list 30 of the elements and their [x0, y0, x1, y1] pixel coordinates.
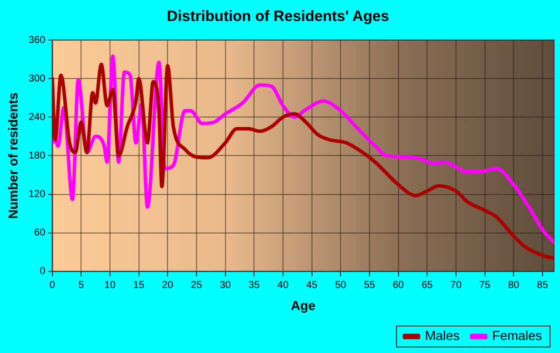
x-tick-label: 75: [479, 280, 491, 292]
x-tick-label: 80: [508, 280, 520, 292]
x-tick-label: 55: [364, 280, 376, 292]
x-tick-label: 65: [422, 280, 434, 292]
x-axis-title: Age: [290, 298, 316, 313]
x-tick-label: 15: [133, 280, 145, 292]
x-tick-label: 0: [50, 280, 56, 292]
y-axis-title: Number of residents: [5, 92, 20, 219]
x-tick-label: 20: [162, 280, 174, 292]
x-tick-label: 40: [277, 280, 289, 292]
x-tick-label: 70: [450, 280, 462, 292]
x-tick-label: 85: [536, 280, 548, 292]
legend-label: Males: [424, 328, 460, 344]
x-tick-label: 45: [306, 280, 318, 292]
x-tick-label: 25: [190, 280, 202, 292]
x-tick-label: 10: [104, 280, 116, 292]
x-tick-label: 60: [392, 280, 404, 292]
chart-title: Distribution of Residents' Ages: [166, 8, 390, 26]
y-tick-label: 180: [28, 150, 46, 162]
x-tick-label: 50: [335, 280, 347, 292]
legend-label: Females: [492, 328, 542, 344]
x-tick-label: 5: [78, 280, 84, 292]
y-tick-label: 60: [34, 228, 46, 239]
y-tick-label: 120: [28, 189, 46, 200]
y-tick-label: 240: [28, 112, 46, 123]
y-tick-label: 360: [28, 34, 46, 46]
x-tick-label: 30: [220, 280, 232, 292]
y-tick-label: 0: [40, 266, 46, 278]
x-tick-label: 35: [248, 280, 260, 292]
y-tick-label: 300: [28, 73, 46, 84]
